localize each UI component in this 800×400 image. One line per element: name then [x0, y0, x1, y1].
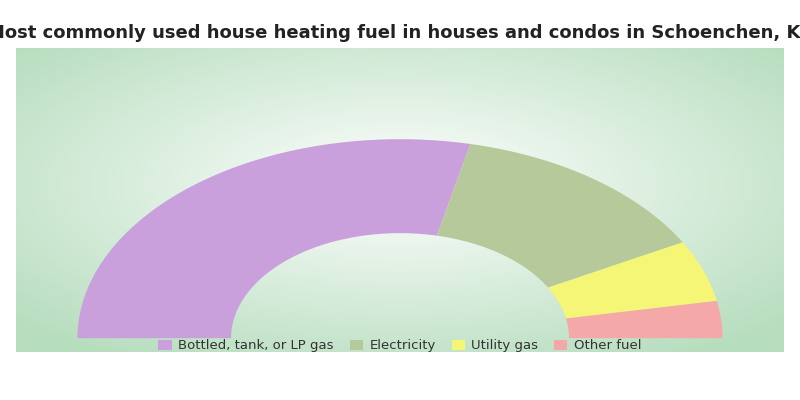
Legend: Bottled, tank, or LP gas, Electricity, Utility gas, Other fuel: Bottled, tank, or LP gas, Electricity, U… [154, 334, 646, 358]
Text: Most commonly used house heating fuel in houses and condos in Schoenchen, KS: Most commonly used house heating fuel in… [0, 24, 800, 42]
Polygon shape [78, 139, 470, 338]
Polygon shape [437, 144, 682, 288]
Polygon shape [548, 242, 717, 318]
Polygon shape [566, 301, 722, 338]
